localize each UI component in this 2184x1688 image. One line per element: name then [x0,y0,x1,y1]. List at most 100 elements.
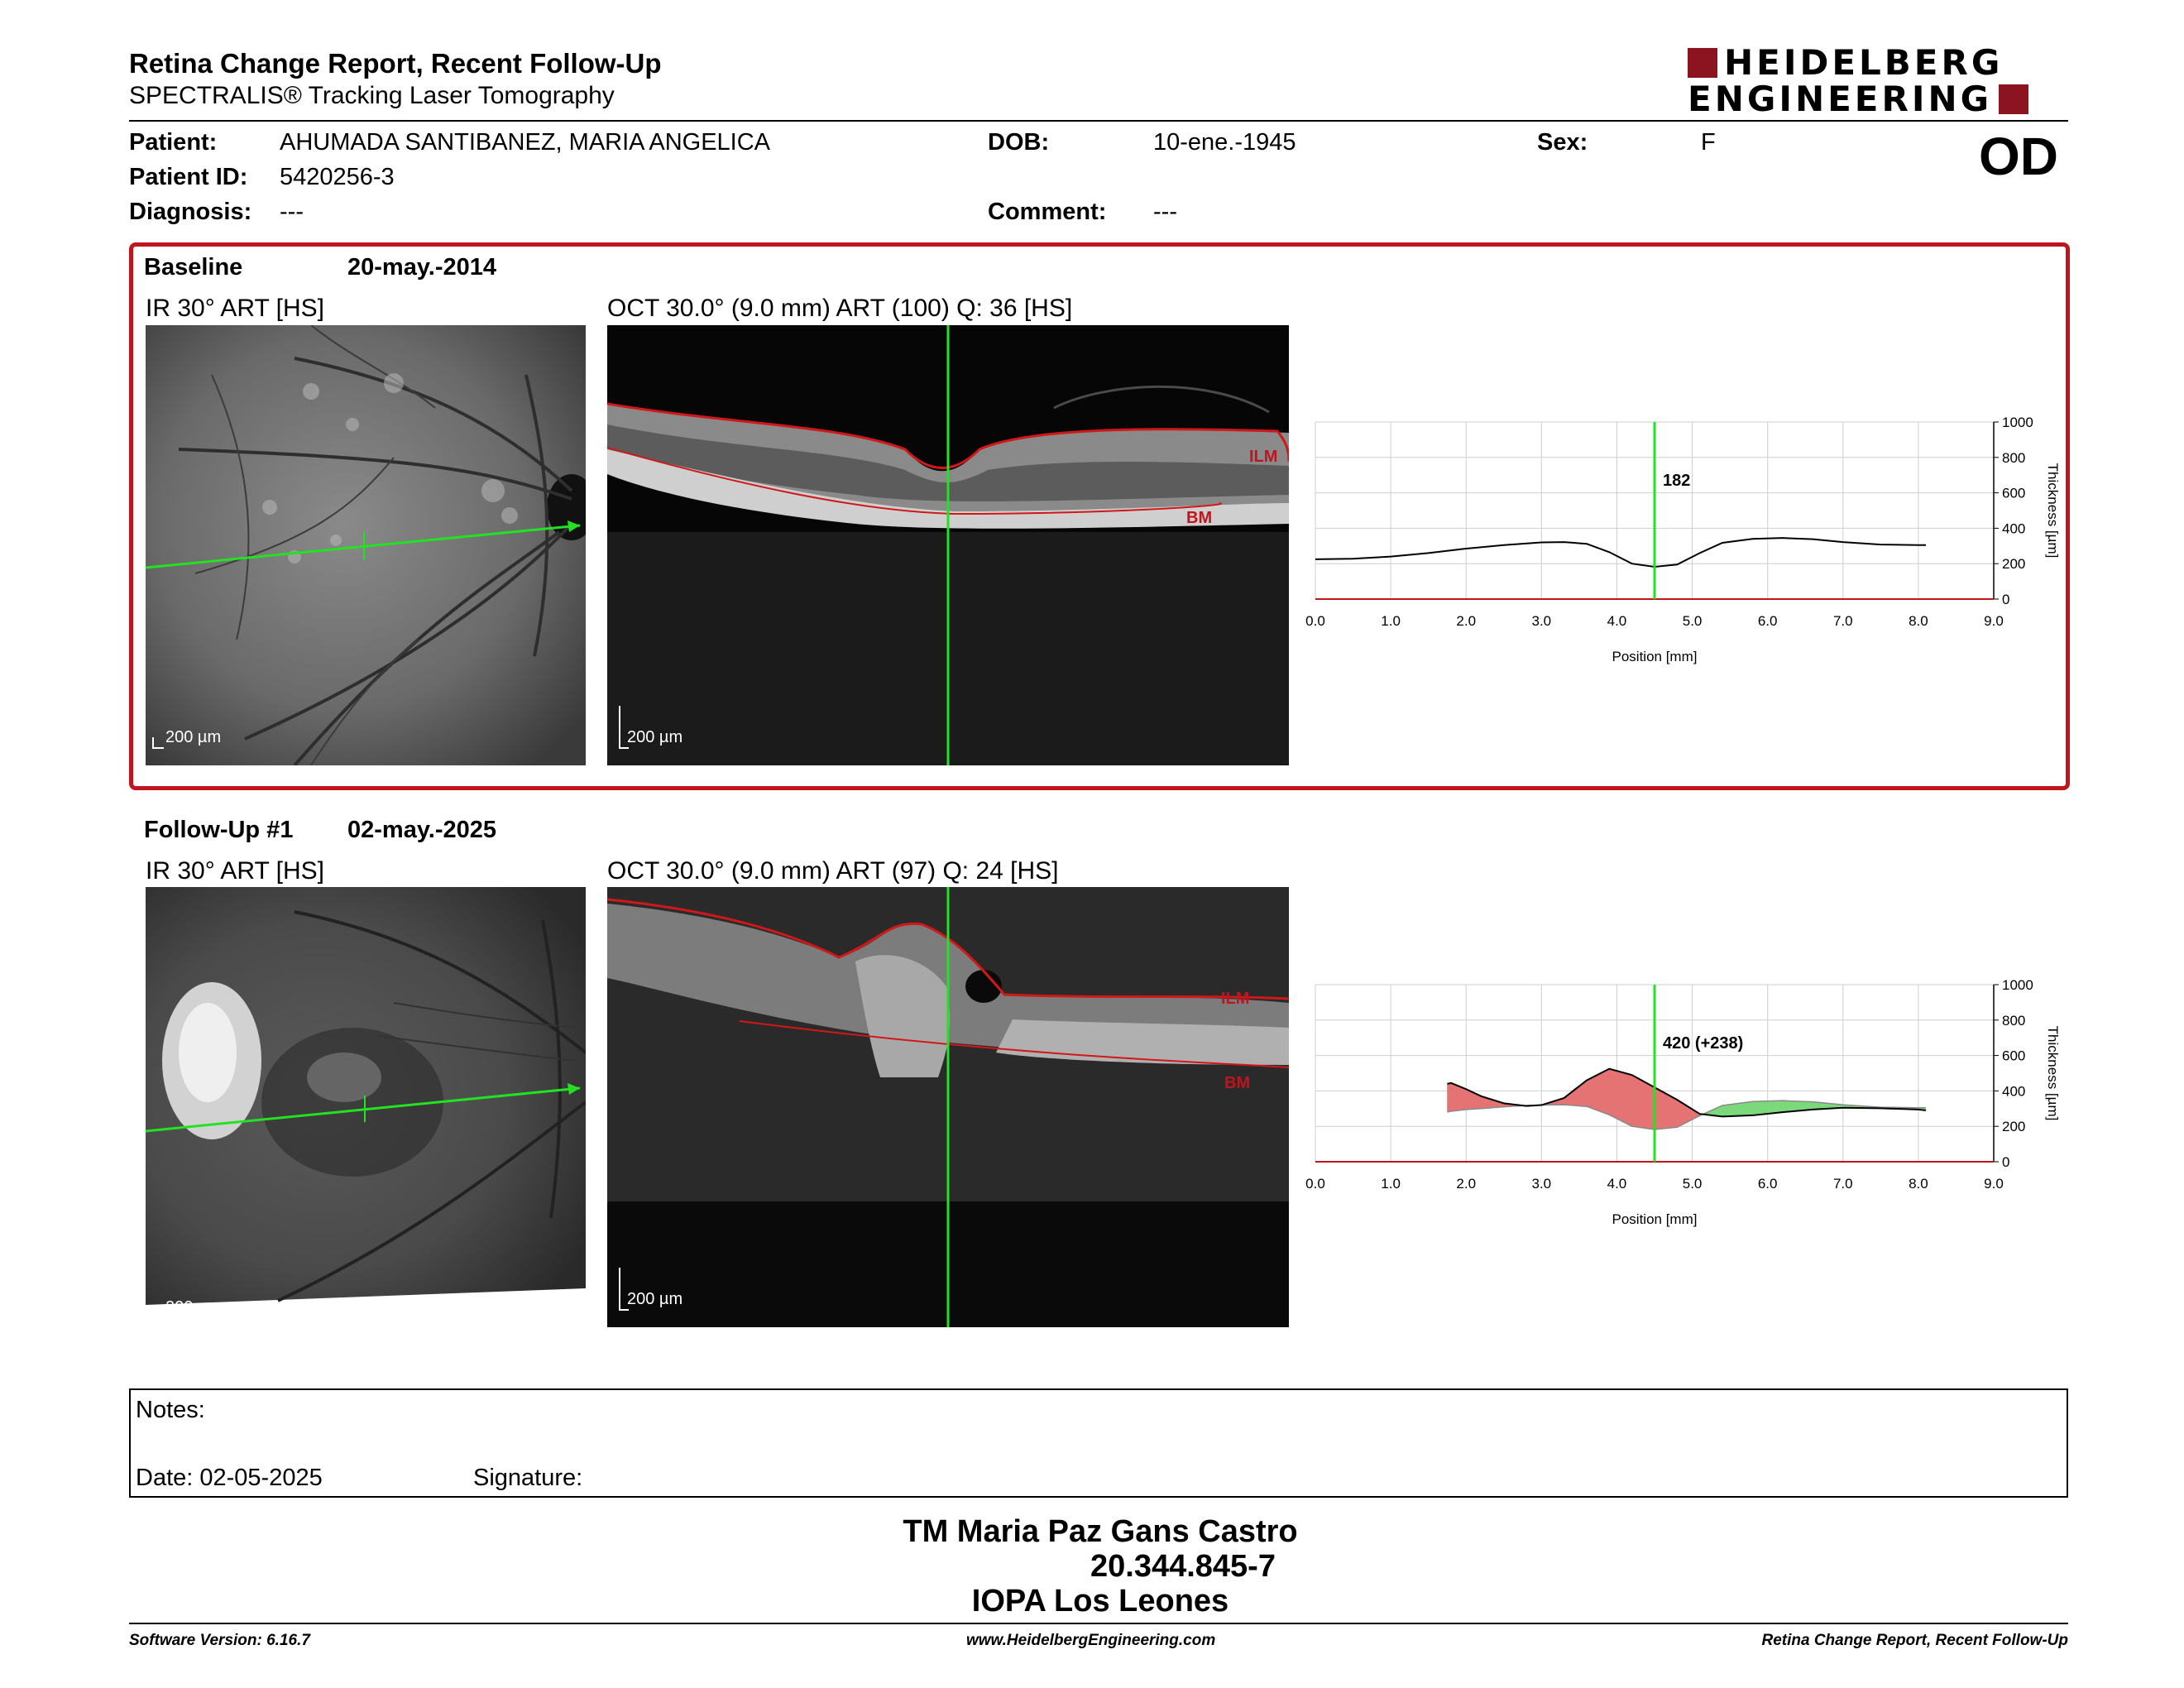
x-tick-label: 7.0 [1833,613,1853,629]
baseline-ir-caption: IR 30° ART [HS] [146,295,324,322]
dob-value: 10-ene.-1945 [1153,129,1296,156]
x-tick-label: 1.0 [1381,1176,1401,1192]
thickness-line [1447,1067,1927,1118]
diagnosis-label: Diagnosis: [129,199,252,225]
footer-divider [129,1623,2068,1624]
y-tick-label: 0 [2002,1154,2009,1170]
patient-name: AHUMADA SANTIBANEZ, MARIA ANGELICA [280,129,771,156]
notes-label: Notes: [136,1397,205,1423]
scale-bar-icon [152,737,164,749]
followup-thickness-chart: 0.0 1.0 2.0 3.0 4.0 5.0 6.0 7.0 8.0 9.0 0 200 400 600… [1305,977,2061,1227]
followup-bm-label: BM [1224,1074,1251,1092]
y-tick-label: 600 [2002,486,2025,501]
x-axis-label: Position [mm] [1612,649,1698,664]
logo-line2: ENGINEERING [1688,79,1993,119]
y-tick-label: 600 [2002,1048,2025,1064]
change-area [1609,1068,1632,1127]
software-version: Software Version: 6.16.7 [129,1632,310,1649]
signer-name: TM Maria Paz Gans Castro [903,1514,1298,1549]
signer-id: 20.344.845-7 [1090,1549,1276,1584]
signature-label: Signature: [473,1465,583,1491]
logo-square-icon [1688,48,1717,78]
followup-oct-scale: 200 µm [627,1290,683,1308]
company-logo-line2: ENGINEERING [1688,79,2029,119]
x-tick-label: 2.0 [1456,1176,1476,1192]
change-area [1450,1082,1467,1112]
x-tick-label: 5.0 [1683,1176,1703,1192]
x-tick-label: 0.0 [1305,613,1325,629]
x-tick-label: 3.0 [1532,613,1552,629]
x-tick-label: 3.0 [1532,1176,1552,1192]
x-tick-label: 9.0 [1984,1176,2004,1192]
x-tick-label: 0.0 [1305,1176,1325,1192]
y-tick-label: 800 [2002,1013,2025,1029]
x-tick-label: 4.0 [1607,1176,1627,1192]
baseline-date: 20-may.-2014 [347,254,497,281]
notes-date: Date: 02-05-2025 [136,1465,323,1491]
sex-value: F [1701,129,1716,156]
y-tick-label: 200 [2002,556,2025,572]
report-subtitle: SPECTRALIS® Tracking Laser Tomography [129,82,615,109]
logo-line1: HEIDELBERG [1724,42,2004,83]
y-axis-label: Thickness [µm] [2045,1026,2061,1121]
sex-label: Sex: [1537,129,1588,156]
x-axis-label: Position [mm] [1612,1211,1698,1227]
change-area [1447,1082,1452,1113]
diagnosis-value: --- [280,199,304,225]
followup-label: Follow-Up #1 [144,817,294,843]
followup-ir-caption: IR 30° ART [HS] [146,857,324,885]
y-tick-label: 1000 [2002,977,2033,993]
dob-label: DOB: [988,129,1050,156]
y-tick-label: 800 [2002,450,2025,466]
scale-bar-icon [152,1307,164,1319]
baseline-selected-frame [129,242,2070,790]
y-tick-label: 0 [2002,592,2009,607]
comment-value: --- [1153,199,1177,225]
header-divider [129,120,2068,122]
followup-ir-scale: 200 µm [165,1298,222,1316]
baseline-thickness-chart: 0.0 1.0 2.0 3.0 4.0 5.0 6.0 7.0 8.0 9.0 0 200 400 600… [1305,415,2061,664]
scale-bar-icon [619,1268,629,1311]
footer-report-name: Retina Change Report, Recent Follow-Up [1761,1632,2068,1649]
x-tick-label: 7.0 [1833,1176,1853,1192]
website-link[interactable]: www.HeidelbergEngineering.com [966,1632,1216,1649]
scale-bar-icon [619,706,629,749]
x-tick-label: 1.0 [1381,613,1401,629]
patient-id-label: Patient ID: [129,164,248,190]
x-tick-label: 4.0 [1607,613,1627,629]
company-logo: HEIDELBERG [1688,42,2004,83]
patient-id: 5420256-3 [280,164,395,190]
x-tick-label: 9.0 [1984,613,2004,629]
baseline-label: Baseline [144,254,243,281]
baseline-oct-caption: OCT 30.0° (9.0 mm) ART (100) Q: 36 [HS] [607,295,1073,322]
change-area [1677,1099,1700,1128]
report-title: Retina Change Report, Recent Follow-Up [129,48,662,79]
cursor-value-label: 182 [1663,472,1690,490]
x-tick-label: 6.0 [1758,1176,1778,1192]
y-tick-label: 200 [2002,1119,2025,1134]
change-area [1564,1080,1588,1107]
eye-indicator: OD [1979,127,2058,186]
baseline-oct-scale: 200 µm [627,728,683,746]
cursor-value-label: 420 (+238) [1663,1034,1743,1053]
x-tick-label: 8.0 [1909,1176,1928,1192]
followup-ilm-label: ILM [1221,990,1250,1008]
baseline-ir-fundus-image: 200 µm [146,325,586,765]
x-tick-label: 8.0 [1909,613,1928,629]
y-tick-label: 400 [2002,520,2025,536]
x-tick-label: 5.0 [1683,613,1703,629]
followup-date: 02-may.-2025 [347,817,497,843]
baseline-ir-scale: 200 µm [165,728,222,746]
baseline-ilm-label: ILM [1249,448,1278,466]
followup-ir-fundus-image: 200 µm [146,887,586,1327]
comment-label: Comment: [988,199,1107,225]
logo-square-icon [1999,84,2029,114]
baseline-oct-bscan-image: ILM BM 200 µm [607,325,1289,765]
change-area [1631,1074,1655,1130]
y-tick-label: 400 [2002,1083,2025,1099]
notes-box [129,1388,2068,1498]
signer-org: IOPA Los Leones [971,1584,1229,1618]
followup-oct-caption: OCT 30.0° (9.0 mm) ART (97) Q: 24 [HS] [607,857,1059,885]
followup-oct-bscan-image: ILM BM 200 µm [607,887,1289,1327]
x-tick-label: 6.0 [1758,613,1778,629]
